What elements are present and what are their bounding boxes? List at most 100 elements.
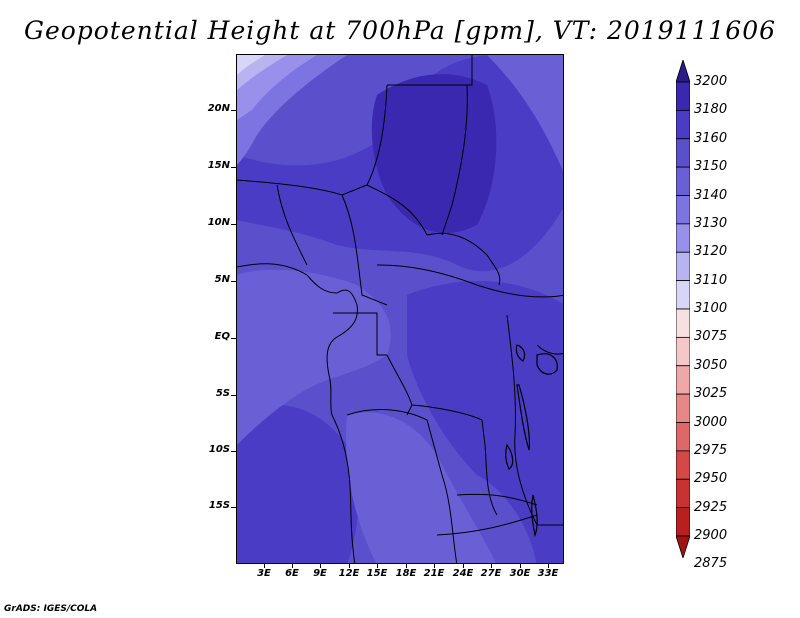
lake-victoria	[536, 353, 558, 375]
lat-label-5s: 5S	[215, 388, 230, 399]
colorbar-level-label: 3050	[694, 357, 728, 373]
lat-tick	[231, 281, 236, 282]
border-car-south	[376, 264, 563, 298]
lon-tick	[349, 564, 350, 568]
lake-tanganyika	[516, 384, 530, 451]
border-rift	[506, 314, 563, 526]
lat-label-15s: 15S	[208, 500, 230, 511]
lon-tick	[377, 564, 378, 568]
colorbar-segment	[676, 450, 690, 480]
border-nigeria-north	[237, 179, 368, 196]
lat-label-5n: 5N	[214, 274, 230, 285]
colorbar-segment	[676, 422, 690, 452]
lat-tick	[231, 395, 236, 396]
lon-tick	[520, 564, 521, 568]
border-car	[426, 232, 501, 286]
lat-label-10s: 10S	[208, 444, 230, 455]
colorbar-segment	[676, 138, 690, 168]
field-low-northeast	[487, 55, 563, 171]
colorbar-level-label: 3200	[694, 74, 728, 89]
colorbar-segment	[676, 478, 690, 509]
lon-tick	[406, 564, 407, 568]
lon-label-18e: 18E	[395, 568, 417, 579]
lon-tick	[548, 564, 549, 568]
lake-albert	[515, 344, 526, 362]
colorbar-segment	[676, 223, 690, 253]
lat-tick	[231, 338, 236, 339]
colorbar-level-label: 3130	[694, 215, 728, 231]
colorbar-level-label: 2950	[694, 471, 728, 487]
colorbar	[676, 60, 690, 558]
border-libya	[387, 55, 473, 86]
border-gabon	[333, 312, 387, 356]
border-zambia-south	[436, 514, 538, 536]
colorbar-level-label: 3180	[694, 102, 728, 118]
lat-label-15n: 15N	[207, 160, 230, 171]
field-corner-min	[237, 55, 265, 75]
colorbar-segment	[676, 251, 690, 282]
colorbar-level-label: 2900	[694, 528, 728, 543]
border-sudan	[441, 84, 468, 236]
border-angola	[346, 409, 458, 563]
lon-label-33e: 33E	[537, 568, 559, 579]
lat-label-eq: EQ	[214, 331, 230, 342]
colorbar-level-label: 3150	[694, 159, 728, 175]
colorbar-level-label: 3140	[694, 187, 728, 203]
lat-label-10n: 10N	[207, 217, 230, 228]
colorbar-level-label: 3100	[694, 301, 728, 316]
atlantic-coastline	[237, 263, 358, 563]
border-zambia	[456, 493, 538, 506]
lon-label-12e: 12E	[338, 568, 360, 579]
lon-label-27e: 27E	[480, 568, 502, 579]
lon-label-3e: 3E	[257, 568, 271, 579]
lon-label-9e: 9E	[313, 568, 327, 579]
colorbar-level-label: 3110	[694, 272, 728, 288]
lat-tick	[231, 167, 236, 168]
field-max-core	[371, 74, 497, 234]
field-high-southwest	[237, 405, 359, 563]
colorbar-segment	[676, 280, 690, 310]
lakes	[505, 344, 558, 538]
colorbar-segment	[676, 195, 690, 225]
colorbar-segments	[676, 60, 690, 558]
lon-label-24e: 24E	[452, 568, 474, 579]
border-niger-chad	[366, 84, 428, 236]
lon-tick	[264, 564, 265, 568]
border-uganda	[536, 344, 563, 355]
colorbar-segment	[676, 109, 690, 140]
border-cameroon	[341, 194, 388, 306]
grads-credit: GrADS: IGES/COLA	[4, 604, 98, 614]
chart-title: Geopotential Height at 700hPa [gpm], VT:…	[23, 16, 777, 45]
lon-tick	[434, 564, 435, 568]
border-congo	[386, 354, 413, 416]
colorbar-segment	[676, 308, 690, 338]
geopotential-field	[237, 55, 563, 563]
colorbar-level-label: 2875	[694, 556, 728, 572]
lon-tick	[320, 564, 321, 568]
lat-tick	[231, 451, 236, 452]
colorbar-level-label: 2925	[694, 499, 728, 515]
colorbar-level-label: 3120	[694, 244, 728, 260]
lon-label-30e: 30E	[509, 568, 531, 579]
colorbar-arrow-top	[676, 60, 690, 83]
political-boundaries	[237, 55, 563, 563]
lat-tick	[231, 224, 236, 225]
colorbar-segment	[676, 166, 690, 196]
field-low-gulf	[237, 269, 391, 445]
field-low-angola	[346, 412, 496, 563]
lon-label-6e: 6E	[285, 568, 299, 579]
colorbar-segment	[676, 336, 690, 367]
colorbar-segment	[676, 81, 690, 111]
colorbar-segment	[676, 365, 690, 395]
lat-tick	[231, 110, 236, 111]
lat-label-20n: 20N	[207, 103, 230, 114]
colorbar-level-label: 3160	[694, 130, 728, 146]
border-drc-south	[411, 404, 498, 516]
lon-tick	[463, 564, 464, 568]
map-panel	[236, 54, 564, 564]
colorbar-arrow-bottom	[676, 535, 690, 558]
lon-label-15e: 15E	[366, 568, 388, 579]
lat-tick	[231, 507, 236, 508]
colorbar-segment	[676, 507, 690, 537]
border-benin-nigeria	[276, 184, 308, 266]
